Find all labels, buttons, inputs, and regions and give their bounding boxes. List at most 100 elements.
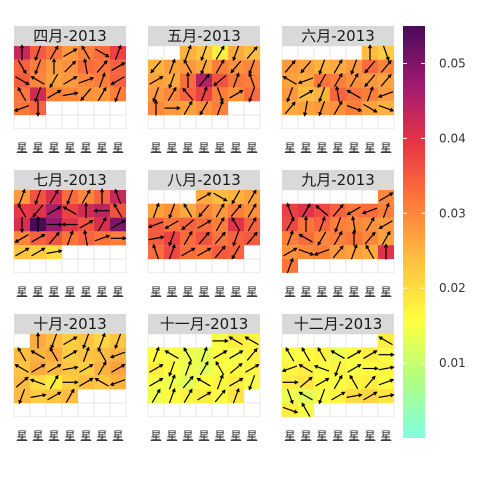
empty-cell (109, 114, 127, 130)
wind-arrow (185, 71, 191, 88)
wind-arrow (199, 101, 209, 116)
wind-arrow (317, 231, 327, 246)
wind-arrow (198, 231, 210, 245)
wind-arrow (66, 189, 74, 206)
weekday-label: 星 (349, 286, 360, 298)
month-panel: 七月-2013星星星星星星星 (13, 170, 127, 298)
wind-arrow (245, 364, 260, 373)
wind-arrow (113, 203, 123, 218)
wind-arrow (30, 76, 45, 85)
empty-cell (361, 114, 379, 130)
wind-arrow (213, 192, 228, 202)
weekday-label: 星 (301, 430, 312, 442)
wind-arrow (246, 231, 258, 245)
weekday-label: 星 (247, 430, 258, 442)
empty-cell (377, 114, 395, 130)
weekday-label: 星 (215, 142, 226, 154)
wind-arrow (248, 72, 256, 88)
wind-arrow (378, 393, 395, 398)
wind-arrow (183, 59, 193, 74)
wind-arrow (232, 387, 240, 404)
weekday-label: 星 (113, 430, 124, 442)
month-panel: 四月-2013星星星星星星星 (13, 26, 127, 154)
wind-arrow (303, 215, 309, 232)
weekday-label: 星 (231, 142, 242, 154)
wind-arrow (286, 202, 294, 218)
empty-cell (243, 258, 261, 274)
panel-strip (148, 314, 260, 334)
wind-arrow (168, 374, 176, 390)
wind-arrow (362, 366, 379, 371)
wind-arrow (79, 364, 94, 373)
wind-arrow (361, 207, 378, 215)
wind-arrow (34, 87, 42, 103)
empty-cell (329, 189, 347, 205)
empty-cell (29, 114, 47, 130)
wind-arrow (213, 75, 227, 87)
wind-arrow (15, 376, 29, 388)
panel-strip (14, 170, 126, 190)
wind-arrow (248, 375, 256, 391)
wind-arrow (351, 229, 357, 246)
wind-arrow (378, 352, 395, 357)
wind-arrow (79, 220, 94, 229)
wind-arrow (182, 87, 194, 101)
empty-cell (109, 388, 127, 404)
wind-arrow (97, 360, 107, 376)
wind-arrow (15, 247, 30, 257)
empty-cell (61, 244, 79, 260)
empty-cell (93, 402, 111, 418)
wind-arrow (212, 338, 229, 343)
empty-cell (211, 258, 229, 274)
weekday-label: 星 (33, 286, 44, 298)
wind-arrow (301, 203, 311, 218)
empty-cell (77, 114, 95, 130)
wind-arrow (333, 72, 343, 88)
empty-cell (77, 258, 95, 274)
wind-arrow (62, 380, 79, 385)
empty-cell (345, 45, 363, 61)
wind-arrow (297, 77, 314, 85)
wind-arrow (197, 247, 212, 257)
panel-title: 四月-2013 (33, 27, 107, 45)
colorbar (403, 26, 425, 438)
wind-arrow (229, 89, 244, 99)
wind-arrow (300, 60, 312, 74)
weekday-label: 星 (349, 430, 360, 442)
panel-strip (282, 170, 394, 190)
wind-arrow (247, 189, 257, 204)
empty-cell (147, 114, 165, 130)
panel-title: 九月-2013 (301, 171, 375, 189)
wind-arrow (149, 364, 164, 373)
wind-arrow (286, 388, 294, 405)
wind-arrow (17, 203, 27, 218)
wind-arrow (230, 60, 242, 74)
wind-arrow (333, 374, 343, 390)
wind-arrow (198, 204, 210, 218)
wind-arrow (83, 229, 88, 246)
wind-arrow (350, 243, 358, 260)
wind-arrow (332, 245, 344, 259)
wind-arrow (111, 62, 126, 71)
empty-cell (61, 258, 79, 274)
empty-cell (361, 189, 379, 205)
colorbar-tick-label: 0.02 (439, 281, 466, 295)
empty-cell (345, 333, 363, 349)
weekday-label: 星 (333, 430, 344, 442)
wind-arrow (377, 91, 394, 98)
wind-arrow (229, 350, 244, 359)
weekday-label: 星 (151, 286, 162, 298)
wind-arrow (96, 59, 108, 73)
wind-arrow (168, 243, 176, 260)
panel-strip (148, 170, 260, 190)
weekday-label: 星 (285, 142, 296, 154)
wind-arrow (114, 188, 122, 205)
wind-arrow (213, 350, 228, 359)
wind-arrow (63, 48, 78, 58)
weekday-label: 星 (81, 142, 92, 154)
wind-arrow (367, 44, 373, 61)
wind-arrow (98, 332, 106, 349)
wind-arrow (200, 59, 208, 75)
empty-cell (109, 402, 127, 418)
